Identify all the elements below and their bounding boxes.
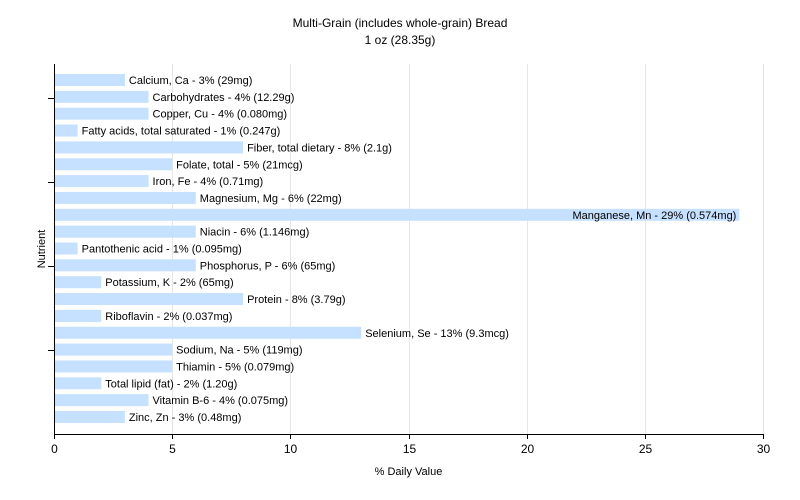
bar [55,360,173,373]
bar [55,175,149,188]
bar-label: Iron, Fe - 4% (0.71mg) [153,176,264,188]
bar-label: Niacin - 6% (1.146mg) [200,227,309,239]
bar-label: Fiber, total dietary - 8% (2.1g) [247,142,392,154]
bar [55,242,78,255]
bar-label: Sodium, Na - 5% (119mg) [176,345,302,357]
x-tick-label: 30 [757,442,771,456]
x-tick-labels: 0 5 10 15 20 25 30 [51,442,770,456]
chart-subtitle: 1 oz (28.35g) [364,33,436,47]
bar [55,90,149,103]
bar-label: Vitamin B-6 - 4% (0.075mg) [153,395,289,407]
x-tick-label: 25 [639,442,653,456]
bar-label: Thiamin - 5% (0.079mg) [176,361,294,373]
bar [55,141,244,154]
bar-label: Selenium, Se - 13% (9.3mcg) [365,328,509,340]
bar-label: Manganese, Mn - 29% (0.574mg) [572,210,736,222]
bar [55,343,173,356]
bar-label: Pantothenic acid - 1% (0.095mg) [82,244,242,256]
chart-title: Multi-Grain (includes whole-grain) Bread [292,16,508,30]
bar-labels: Calcium, Ca - 3% (29mg) Carbohydrates - 4… [82,75,737,424]
grid-lines [172,64,764,434]
bar [55,107,149,120]
bar [55,158,173,171]
bar-label: Magnesium, Mg - 6% (22mg) [200,193,342,205]
x-tick-label: 10 [284,442,298,456]
bars [55,74,740,423]
bar [55,259,196,272]
bar-label: Protein - 8% (3.79g) [247,294,345,306]
bar [55,276,102,289]
bar [55,293,244,306]
bar [55,411,125,423]
bar-label: Folate, total - 5% (21mcg) [176,159,303,171]
axes [48,64,764,439]
bar [55,309,102,322]
bar-label: Total lipid (fat) - 2% (1.20g) [105,378,237,390]
bar [55,191,196,204]
bar-label: Fatty acids, total saturated - 1% (0.247… [82,126,281,138]
y-axis-label: Nutrient [36,229,48,269]
bar [55,326,362,339]
x-tick-label: 20 [521,442,535,456]
bar [55,74,125,86]
bar-label: Potassium, K - 2% (65mg) [105,277,233,289]
x-tick-label: 5 [169,442,176,456]
x-tick-label: 0 [51,442,58,456]
bar-label: Riboflavin - 2% (0.037mg) [105,311,232,323]
bar-label: Phosphorus, P - 6% (65mg) [200,260,336,272]
x-axis-label: % Daily Value [374,466,443,478]
bar-label: Zinc, Zn - 3% (0.48mg) [129,412,241,424]
bar [55,208,740,221]
bar [55,124,78,137]
bar [55,225,196,238]
x-tick-label: 15 [403,442,417,456]
bar-label: Carbohydrates - 4% (12.29g) [153,92,295,104]
bar [55,394,149,407]
bar [55,377,102,390]
bar-label: Calcium, Ca - 3% (29mg) [129,75,252,87]
bar-label: Copper, Cu - 4% (0.080mg) [153,109,288,121]
